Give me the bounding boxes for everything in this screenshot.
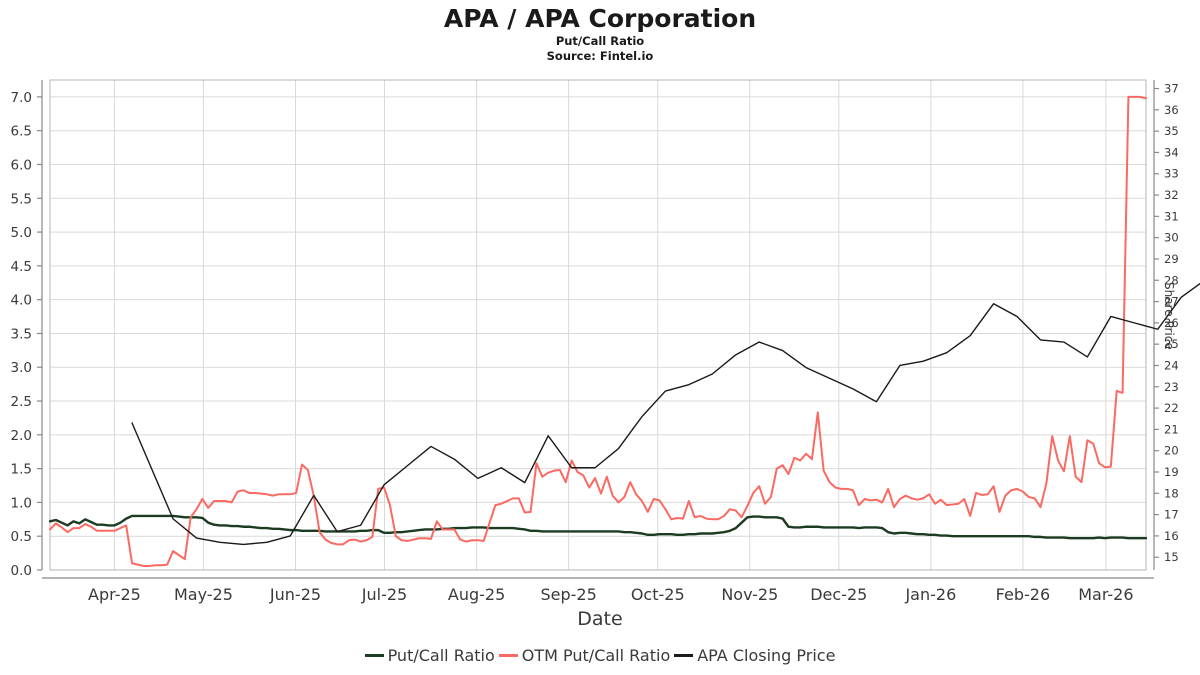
y2-axis-tick-label: 30 (1164, 231, 1179, 245)
y2-axis-tick-label: 22 (1164, 401, 1179, 415)
legend-label: Put/Call Ratio (387, 646, 495, 665)
y2-axis-tick-label: 32 (1164, 188, 1179, 202)
chart-title: APA / APA Corporation (443, 4, 757, 33)
series-line-otm-put-call-ratio (49, 95, 1147, 567)
y2-axis-tick-label: 17 (1164, 508, 1179, 522)
y2-axis-tick-label: 36 (1164, 103, 1179, 117)
x-axis-tick-label: Dec-25 (810, 585, 867, 604)
y-axis-tick-label: 1.0 (11, 495, 32, 511)
y2-axis-title: Share Price (1162, 282, 1176, 350)
y2-axis-tick-label: 16 (1164, 529, 1179, 543)
series-line-apa-closing-price (131, 282, 1200, 546)
y-axis-tick-label: 6.5 (11, 124, 32, 140)
x-axis-tick-label: Jul-25 (361, 585, 407, 604)
y2-axis-tick-label: 29 (1164, 252, 1179, 266)
y2-axis-tick-label: 34 (1164, 145, 1179, 159)
y-axis-tick-label: 5.0 (11, 225, 32, 241)
y2-axis-tick-label: 21 (1164, 422, 1179, 436)
x-axis-tick-label: Nov-25 (721, 585, 778, 604)
legend-label: OTM Put/Call Ratio (521, 646, 671, 665)
y-axis-tick-label: 4.0 (11, 293, 32, 309)
y2-axis-tick-label: 25 (1164, 337, 1179, 351)
y-axis-tick-label: 0.5 (11, 529, 32, 545)
y-axis-tick-label: 2.0 (11, 428, 32, 444)
y-axis-tick-label: 5.5 (11, 191, 32, 207)
y2-axis-tick-label: 24 (1164, 358, 1179, 372)
chart-legend: Put/Call Ratio OTM Put/Call Ratio APA Clos… (0, 646, 1200, 665)
legend-swatch-icon (674, 654, 694, 657)
x-axis-tick-label: Sep-25 (540, 585, 596, 604)
x-axis-tick-label: Feb-26 (996, 585, 1050, 604)
y2-axis-tick-label: 33 (1164, 167, 1179, 181)
x-axis-tick-label: Oct-25 (631, 585, 685, 604)
y2-axis-tick-label: 35 (1164, 124, 1179, 138)
y-axis-tick-label: 3.0 (11, 360, 32, 376)
x-axis-tick-label: Apr-25 (88, 585, 141, 604)
plot-border (49, 79, 1147, 571)
y2-axis-tick-label: 26 (1164, 316, 1179, 330)
y-axis-tick-label: 0.0 (11, 563, 32, 579)
chart-subtitle: Put/Call Ratio (555, 34, 645, 48)
y-axis-tick-label: 2.5 (11, 394, 32, 410)
x-axis-tick-label: Jun-25 (269, 585, 321, 604)
y2-axis-tick-label: 18 (1164, 486, 1179, 500)
legend-label: APA Closing Price (697, 646, 836, 665)
x-axis-tick-label: Mar-26 (1078, 585, 1133, 604)
x-axis-tick-label: Aug-25 (448, 585, 505, 604)
y2-axis-tick-label: 19 (1164, 465, 1179, 479)
legend-swatch-icon (498, 654, 518, 657)
title-block: APA / APA Corporation Put/Call Ratio Sou… (0, 0, 1200, 64)
legend-item-put-call-ratio[interactable]: Put/Call Ratio (363, 646, 497, 665)
legend-item-otm-put-call-ratio[interactable]: OTM Put/Call Ratio (497, 646, 672, 665)
y2-axis-tick-label: 23 (1164, 380, 1179, 394)
y2-axis-tick-label: 37 (1164, 82, 1179, 96)
chart-source: Source: Fintel.io (546, 49, 654, 63)
legend-item-apa-closing-price[interactable]: APA Closing Price (672, 646, 837, 665)
legend-swatch-icon (364, 654, 384, 657)
x-axis-tick-label: May-25 (174, 585, 233, 604)
y2-axis-tick-label: 20 (1164, 444, 1179, 458)
series-line-put-call-ratio (48, 514, 1148, 540)
x-axis-title: Date (577, 608, 623, 630)
y-axis-tick-label: 6.0 (11, 157, 32, 173)
y-axis-tick-label: 3.5 (11, 326, 32, 342)
y2-axis-tick-label: 15 (1164, 550, 1179, 564)
y-axis-tick-label: 7.0 (11, 90, 32, 106)
y-axis-tick-label: 4.5 (11, 259, 32, 275)
x-axis-tick-label: Jan-26 (904, 585, 956, 604)
y2-axis-tick-label: 31 (1164, 209, 1179, 223)
y2-axis-tick-label: 28 (1164, 273, 1179, 287)
y-axis-tick-label: 1.5 (11, 462, 32, 478)
